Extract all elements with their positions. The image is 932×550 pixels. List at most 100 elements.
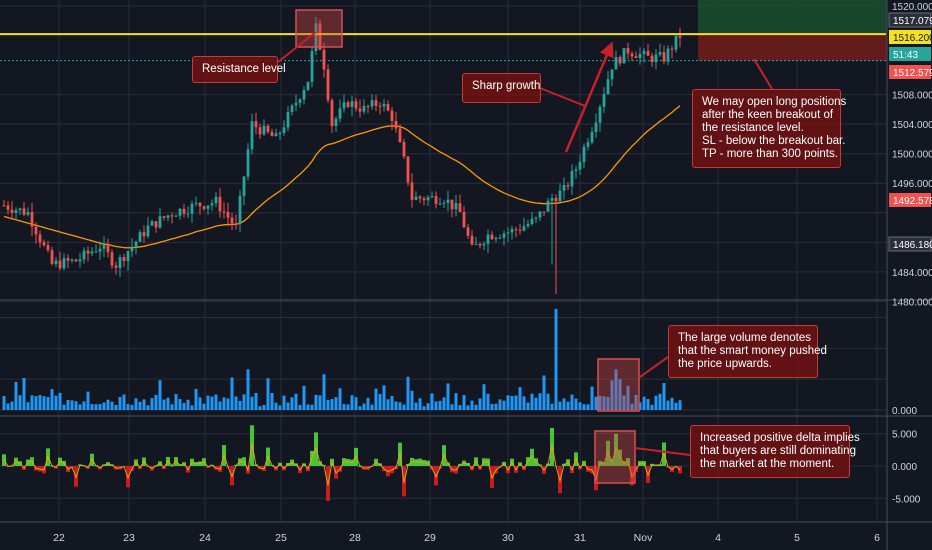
annotation-long-positions: We may open long positions after the keen… bbox=[692, 89, 846, 168]
volume-bar bbox=[646, 399, 650, 410]
volume-bar bbox=[322, 374, 326, 410]
annotation-line: after the keen breakout of bbox=[702, 109, 834, 121]
candle-body bbox=[574, 169, 578, 172]
volume-bar bbox=[10, 401, 14, 410]
candle-body bbox=[118, 257, 122, 268]
volume-bar bbox=[82, 401, 86, 410]
price-axis-tick: 1480.000 bbox=[892, 297, 932, 308]
volume-bar bbox=[666, 400, 670, 410]
volume-bar bbox=[402, 404, 406, 410]
volume-bar bbox=[642, 396, 646, 410]
volume-bar bbox=[506, 395, 510, 410]
volume-bar bbox=[550, 403, 554, 410]
candle-body bbox=[238, 195, 242, 225]
volume-bar bbox=[538, 393, 542, 410]
volume-bar bbox=[546, 393, 550, 410]
candle-body bbox=[450, 199, 454, 210]
volume-bar bbox=[290, 397, 294, 410]
candle-body bbox=[342, 102, 346, 109]
annotation-line: the price upwards. bbox=[678, 358, 772, 370]
volume-bar bbox=[438, 400, 442, 410]
candle-body bbox=[454, 203, 458, 210]
candle-body bbox=[114, 265, 118, 268]
candle-body bbox=[426, 197, 430, 201]
candle-body bbox=[318, 23, 322, 50]
volume-bar bbox=[262, 405, 266, 410]
volume-bar bbox=[386, 399, 390, 410]
candle-body bbox=[162, 216, 166, 218]
candle-body bbox=[334, 118, 338, 127]
candle-body bbox=[430, 196, 434, 198]
candle-body bbox=[522, 226, 526, 231]
candle-body bbox=[34, 226, 38, 235]
volume-bar bbox=[218, 401, 222, 410]
candle-body bbox=[50, 250, 54, 264]
volume-bar bbox=[278, 405, 282, 410]
volume-bar bbox=[598, 395, 602, 410]
candle-body bbox=[642, 50, 646, 55]
volume-bar bbox=[522, 396, 526, 410]
delta-connector bbox=[634, 447, 691, 456]
volume-bar bbox=[558, 401, 562, 410]
volume-bar bbox=[502, 400, 506, 410]
candle-body bbox=[30, 212, 34, 227]
highlight-box bbox=[597, 358, 640, 412]
candle-body bbox=[234, 223, 238, 225]
volume-bar bbox=[594, 396, 598, 410]
time-axis[interactable]: 22 23 24 25 28 29 30 31 Nov 4 5 6 bbox=[53, 532, 880, 544]
volume-bar bbox=[274, 402, 278, 410]
candle-body bbox=[422, 198, 426, 201]
candle-body bbox=[366, 105, 370, 107]
annotation-line: Increased positive delta implies bbox=[700, 432, 860, 444]
volume-bar bbox=[670, 397, 674, 410]
candle-body bbox=[590, 131, 594, 143]
volume-bar bbox=[426, 403, 430, 410]
candle-body bbox=[82, 250, 86, 260]
volume-bar bbox=[606, 396, 610, 410]
volume-bar bbox=[22, 377, 26, 410]
candle-body bbox=[654, 54, 658, 63]
candle-body bbox=[350, 101, 354, 107]
volume-bar bbox=[358, 406, 362, 410]
candle-body bbox=[210, 203, 214, 206]
candle-body bbox=[534, 217, 538, 219]
volume-bar bbox=[154, 394, 158, 410]
volume-connector bbox=[639, 356, 669, 378]
volume-bar bbox=[14, 381, 18, 410]
candle-body bbox=[78, 259, 82, 262]
delta-bar bbox=[530, 448, 534, 466]
candle-body bbox=[554, 198, 558, 202]
annotation-line: Resistance level bbox=[202, 63, 286, 75]
price-axis[interactable]: 1520.000 1508.000 1504.000 1500.000 1496.000… bbox=[888, 0, 932, 505]
candle-body bbox=[70, 259, 74, 261]
candle-body bbox=[310, 51, 314, 82]
volume-bar bbox=[286, 402, 290, 410]
volume-bar bbox=[542, 375, 546, 410]
candle-body bbox=[154, 221, 158, 228]
volume-bar bbox=[586, 404, 590, 410]
time-axis-label: 25 bbox=[275, 532, 287, 544]
volume-bar bbox=[298, 404, 302, 410]
candle-body bbox=[466, 227, 470, 236]
annotation-positive-delta: Increased positive delta implies that buy… bbox=[690, 425, 860, 478]
volume-bar bbox=[142, 399, 146, 410]
candle-body bbox=[186, 213, 190, 215]
candle-body bbox=[166, 215, 170, 218]
candle-body bbox=[474, 243, 478, 245]
highlight-box bbox=[594, 430, 636, 484]
volume-bar bbox=[570, 394, 574, 410]
candle-body bbox=[670, 48, 674, 50]
candle-body bbox=[222, 211, 226, 213]
annotation-line: the resistance level. bbox=[702, 122, 804, 134]
candle-body bbox=[286, 111, 290, 128]
candle-body bbox=[434, 196, 438, 204]
candle-body bbox=[134, 241, 138, 247]
candle-body bbox=[26, 212, 30, 215]
volume-bar bbox=[462, 395, 466, 410]
candle-body bbox=[250, 121, 254, 150]
candle-body bbox=[246, 149, 250, 177]
candle-body bbox=[502, 233, 506, 238]
volume-bar bbox=[410, 390, 414, 410]
candle-body bbox=[322, 49, 326, 70]
candle-body bbox=[478, 243, 482, 246]
